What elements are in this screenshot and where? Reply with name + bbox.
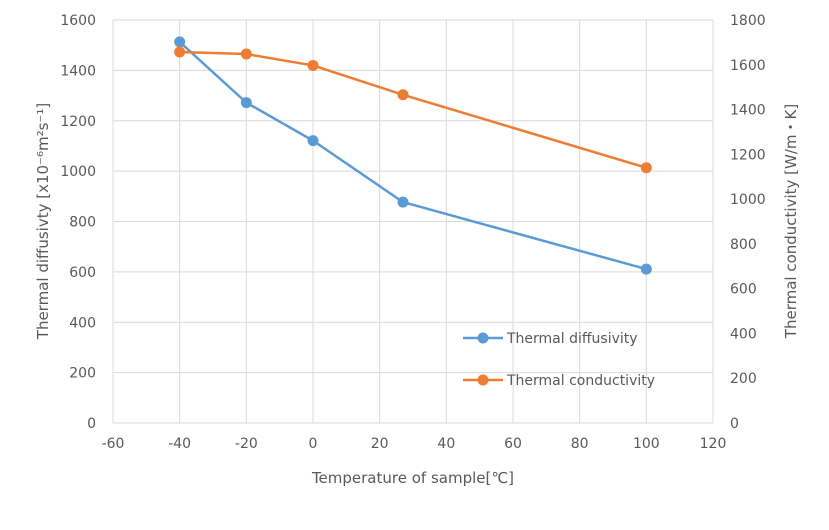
series-line-1 — [178, 40, 647, 271]
x-tick-label: 100 — [633, 436, 660, 452]
y-tick-label: 200 — [69, 366, 96, 382]
y-tick-label: 1400 — [60, 63, 96, 79]
x-tick-label: -20 — [235, 436, 258, 452]
y2-tick-label: 1200 — [730, 147, 766, 163]
x-tick-label: 0 — [309, 436, 318, 452]
y-axis-label: Thermal diffusivty [x10⁻⁶m²s⁻¹] — [34, 103, 52, 340]
x-tick-label: 40 — [437, 436, 455, 452]
legend: Thermal diffusivity Thermal conductivity — [463, 331, 655, 389]
y2-tick-label: 1000 — [730, 192, 766, 208]
data-point — [307, 59, 319, 71]
legend-label: Thermal diffusivity — [506, 331, 638, 347]
series-line-2 — [179, 50, 647, 169]
x-tick-label: 20 — [371, 436, 389, 452]
data-point — [240, 48, 252, 60]
x-tick-label: 60 — [504, 436, 522, 452]
data-point — [397, 196, 409, 208]
y-tick-label: 0 — [87, 416, 96, 432]
legend-marker — [477, 332, 489, 344]
data-point — [174, 46, 186, 58]
x-tick-label: -40 — [168, 436, 191, 452]
data-point — [307, 135, 319, 147]
y2-tick-label: 800 — [730, 237, 757, 253]
y-tick-label: 400 — [69, 315, 96, 331]
data-point — [240, 97, 252, 109]
x-axis-label: Temperature of sample[℃] — [311, 469, 514, 487]
y-tick-label: 1600 — [60, 13, 96, 29]
y-tick-label: 600 — [69, 265, 96, 281]
data-point — [640, 263, 652, 275]
y2-tick-label: 200 — [730, 371, 757, 387]
y2-tick-label: 0 — [730, 416, 739, 432]
y-tick-label: 800 — [69, 215, 96, 231]
gridlines — [112, 19, 714, 424]
y2-tick-label: 600 — [730, 282, 757, 298]
x-tick-label: 120 — [700, 436, 727, 452]
x-tick-label: -60 — [102, 436, 125, 452]
y2-tick-label: 400 — [730, 326, 757, 342]
x-tick-label: 80 — [571, 436, 589, 452]
data-point — [174, 36, 186, 48]
legend-marker — [477, 374, 489, 386]
y-tick-label: 1000 — [60, 164, 96, 180]
y-tick-label: 1200 — [60, 114, 96, 130]
data-point — [397, 89, 409, 101]
data-point — [640, 162, 652, 174]
y2-axis-label: Thermal conductivity [W/m・K] — [782, 104, 800, 339]
series-group — [174, 36, 652, 275]
y2-tick-label: 1600 — [730, 58, 766, 74]
y2-tick-label: 1800 — [730, 13, 766, 29]
y2-tick-label: 1400 — [730, 103, 766, 119]
legend-label: Thermal conductivity — [506, 373, 655, 389]
